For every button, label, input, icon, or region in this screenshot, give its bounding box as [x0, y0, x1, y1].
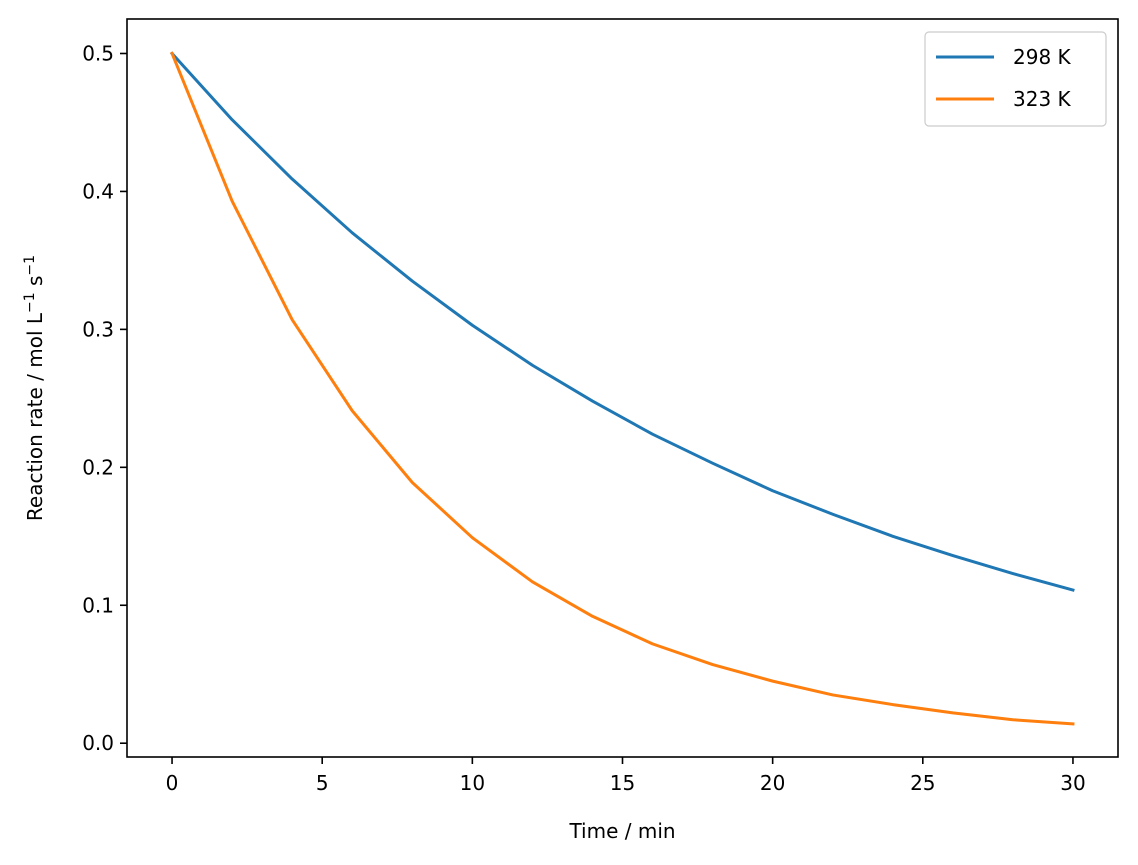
x-tick-label: 5 [316, 771, 329, 795]
legend-label-298k: 298 K [1013, 45, 1072, 69]
series-line-1 [170, 51, 1075, 726]
y-tick-label: 0.4 [82, 179, 114, 203]
x-axis-label: Time / min [568, 819, 675, 843]
series-layer [169, 51, 1075, 726]
x-tick-label: 30 [1060, 771, 1085, 795]
legend-label-323k: 323 K [1013, 87, 1072, 111]
y-tick-label: 0.0 [82, 731, 114, 755]
plot-frame [126, 18, 1119, 758]
series-line-0 [169, 51, 1075, 592]
y-tick-label: 0.1 [82, 593, 114, 617]
y-tick-label: 0.2 [82, 455, 114, 479]
y-tick-label: 0.5 [82, 41, 114, 65]
x-tick-label: 0 [166, 771, 179, 795]
y-axis-label-mid: s [23, 276, 47, 293]
y-axis-label-exp-1: −1 [22, 292, 38, 313]
y-axis-label-exp-2: −1 [22, 255, 38, 276]
ticks-layer: 0 5 10 15 20 25 30 0.0 0.1 0.2 0.3 0.4 0.5 [82, 41, 1085, 795]
y-axis-label-main: Reaction rate / mol L [23, 312, 47, 521]
legend: 298 K 323 K [924, 31, 1107, 127]
x-tick-label: 15 [610, 771, 635, 795]
x-tick-label: 20 [760, 771, 785, 795]
x-tick-label: 25 [910, 771, 935, 795]
x-tick-label: 10 [460, 771, 485, 795]
y-axis-label: Reaction rate / mol L−1 s−1 [22, 255, 47, 521]
y-tick-label: 0.3 [82, 317, 114, 341]
